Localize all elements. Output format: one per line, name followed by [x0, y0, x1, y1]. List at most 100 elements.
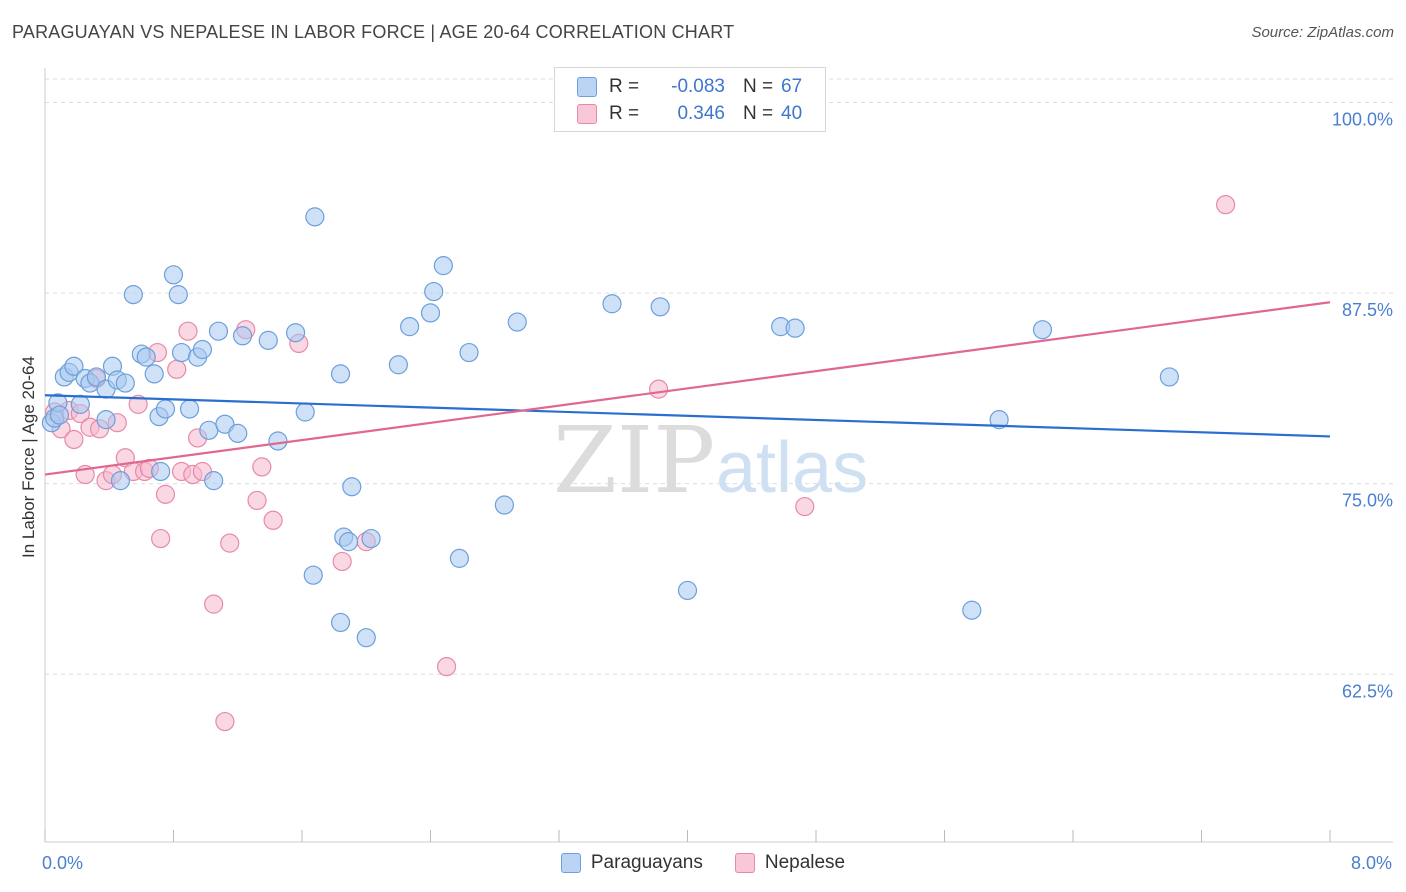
paraguayan-point: [785, 318, 805, 338]
nepalese-point: [436, 657, 457, 677]
nepalese-point: [204, 594, 224, 614]
paraguayan-point: [459, 342, 479, 363]
y-tick-label: 87.5%: [1342, 300, 1393, 320]
nepalese-point: [178, 321, 198, 341]
paraguayan-points: [41, 207, 1179, 648]
legend-item-nepalese[interactable]: Nepalese: [734, 852, 846, 874]
paraguayan-point: [204, 471, 224, 491]
paraguayan-point: [110, 471, 131, 491]
paraguayan-point: [338, 532, 359, 552]
paraguayan-point: [361, 528, 381, 549]
nepalese-point: [220, 533, 240, 553]
legend-item-paraguayans[interactable]: Paraguayans: [560, 852, 703, 874]
x-tick-label: 8.0%: [1351, 853, 1392, 873]
nepalese-point: [151, 528, 171, 549]
legend-n-value: 40: [781, 103, 803, 124]
paraguayan-point: [268, 431, 288, 451]
paraguayan-point: [136, 347, 156, 367]
nepalese-point: [332, 551, 352, 572]
legend-n-label: N =: [743, 76, 774, 97]
paraguayan-trendline: [44, 394, 1331, 438]
nepalese-point: [64, 429, 84, 450]
paraguayan-point: [123, 285, 143, 305]
legend-r-label: R =: [609, 76, 640, 97]
y-tick-label: 100.0%: [1332, 109, 1393, 129]
paraguayan-point: [420, 303, 441, 323]
paraguayan-point: [650, 297, 670, 317]
legend-row-nepalese: R = 0.346 N = 40: [577, 102, 802, 126]
legend-swatch-blue: [577, 77, 597, 97]
paraguayan-point: [228, 423, 248, 443]
paraguayan-point: [989, 410, 1009, 430]
legend-label-paraguayans: Paraguayans: [590, 852, 703, 873]
nepalese-point: [167, 359, 187, 379]
paraguayan-point: [507, 312, 527, 332]
nepalese-point: [795, 496, 815, 517]
stats-legend: R = -0.083 N = 67 R = 0.346 N = 40: [554, 67, 826, 132]
paraguayan-point: [115, 373, 135, 393]
legend-r-value: 0.346: [677, 103, 725, 124]
paraguayan-point: [356, 628, 376, 648]
paraguayan-point: [330, 364, 351, 384]
paraguayan-point: [330, 612, 351, 633]
legend-swatch-blue: [560, 853, 581, 873]
paraguayan-point: [144, 364, 164, 384]
nepalese-point: [128, 394, 148, 414]
legend-n-value: 67: [781, 76, 803, 97]
nepalese-point: [263, 510, 283, 530]
paraguayan-point: [602, 294, 622, 314]
paraguayan-point: [342, 477, 362, 497]
nepalese-point: [1215, 195, 1236, 215]
paraguayan-point: [305, 207, 325, 227]
legend-row-paraguayans: R = -0.083 N = 67: [577, 75, 802, 99]
paraguayan-point: [96, 410, 116, 430]
axes: [44, 68, 1393, 843]
paraguayan-point: [258, 330, 278, 350]
paraguayan-point: [494, 495, 514, 515]
paraguayan-point: [208, 321, 229, 341]
legend-r-label: R =: [609, 103, 640, 124]
paraguayan-point: [199, 420, 219, 440]
paraguayan-point: [155, 399, 176, 419]
watermark-atlas: atlas: [716, 428, 868, 508]
nepalese-point: [215, 711, 235, 732]
paraguayan-point: [303, 565, 323, 585]
paraguayan-point: [433, 256, 453, 276]
paraguayan-point: [179, 399, 200, 419]
paraguayan-point: [424, 281, 444, 302]
paraguayan-point: [49, 405, 70, 425]
watermark: ZIP atlas: [553, 407, 868, 514]
grid-lines: [45, 78, 1393, 675]
y-tick-label: 75.0%: [1342, 491, 1393, 511]
paraguayan-point: [192, 339, 213, 360]
paraguayan-point: [168, 285, 188, 305]
trend-lines: [44, 301, 1331, 476]
paraguayan-point: [232, 326, 253, 346]
nepalese-point: [247, 490, 267, 511]
watermark-zip: ZIP: [553, 407, 715, 514]
paraguayan-point: [677, 580, 698, 601]
paraguayan-point: [64, 356, 84, 376]
paraguayan-point: [295, 402, 315, 422]
paraguayan-point: [1032, 320, 1053, 340]
nepalese-point: [648, 379, 669, 399]
y-axis-label: In Labor Force | Age 20-64: [19, 356, 38, 558]
legend-label-nepalese: Nepalese: [764, 852, 846, 873]
nepalese-point: [155, 484, 176, 504]
paraguayan-point: [285, 323, 306, 343]
legend-r-value: -0.083: [671, 76, 725, 97]
series-legend: Paraguayans Nepalese: [0, 852, 1406, 874]
paraguayan-point: [1159, 367, 1179, 387]
paraguayan-point: [163, 265, 184, 285]
legend-swatch-pink: [734, 853, 755, 873]
source-label: Source: ZipAtlas.com: [1251, 24, 1394, 41]
y-tick-label: 62.5%: [1342, 681, 1393, 701]
legend-n-label: N =: [743, 103, 774, 124]
nepalese-point: [252, 457, 272, 477]
paraguayan-point: [962, 600, 982, 620]
paraguayan-point: [70, 394, 90, 414]
chart-title: PARAGUAYAN VS NEPALESE IN LABOR FORCE | …: [12, 22, 735, 42]
nepalese-trendline: [44, 301, 1331, 476]
paraguayan-point: [449, 548, 470, 568]
